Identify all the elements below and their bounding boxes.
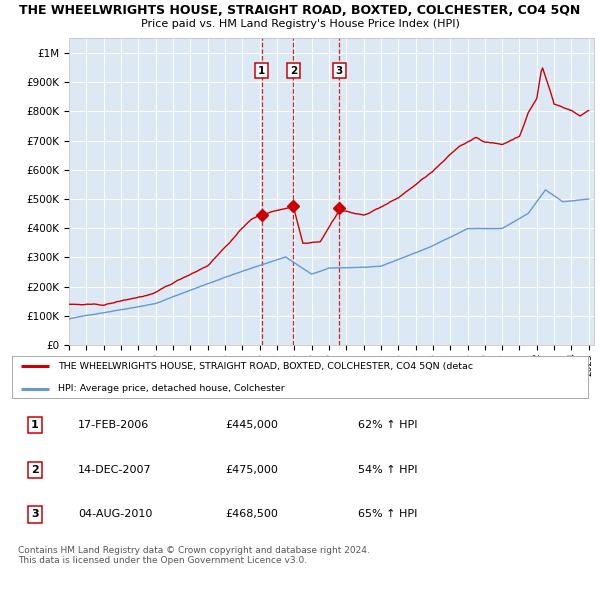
Text: 14-DEC-2007: 14-DEC-2007 xyxy=(78,465,152,474)
Text: £445,000: £445,000 xyxy=(225,420,278,430)
Text: 2: 2 xyxy=(290,65,297,76)
Text: 54% ↑ HPI: 54% ↑ HPI xyxy=(358,465,417,474)
Text: £475,000: £475,000 xyxy=(225,465,278,474)
Text: 2: 2 xyxy=(31,465,39,474)
Text: 17-FEB-2006: 17-FEB-2006 xyxy=(78,420,149,430)
Text: 1: 1 xyxy=(258,65,265,76)
Text: THE WHEELWRIGHTS HOUSE, STRAIGHT ROAD, BOXTED, COLCHESTER, CO4 5QN (detac: THE WHEELWRIGHTS HOUSE, STRAIGHT ROAD, B… xyxy=(58,362,473,371)
Text: 04-AUG-2010: 04-AUG-2010 xyxy=(78,510,152,519)
Text: Contains HM Land Registry data © Crown copyright and database right 2024.
This d: Contains HM Land Registry data © Crown c… xyxy=(18,546,370,565)
Text: 3: 3 xyxy=(31,510,39,519)
Text: THE WHEELWRIGHTS HOUSE, STRAIGHT ROAD, BOXTED, COLCHESTER, CO4 5QN: THE WHEELWRIGHTS HOUSE, STRAIGHT ROAD, B… xyxy=(19,4,581,17)
Text: 3: 3 xyxy=(335,65,343,76)
Text: 65% ↑ HPI: 65% ↑ HPI xyxy=(358,510,417,519)
Text: Price paid vs. HM Land Registry's House Price Index (HPI): Price paid vs. HM Land Registry's House … xyxy=(140,19,460,30)
Text: 62% ↑ HPI: 62% ↑ HPI xyxy=(358,420,417,430)
Text: £468,500: £468,500 xyxy=(225,510,278,519)
Text: HPI: Average price, detached house, Colchester: HPI: Average price, detached house, Colc… xyxy=(58,385,285,394)
Text: 1: 1 xyxy=(31,420,39,430)
